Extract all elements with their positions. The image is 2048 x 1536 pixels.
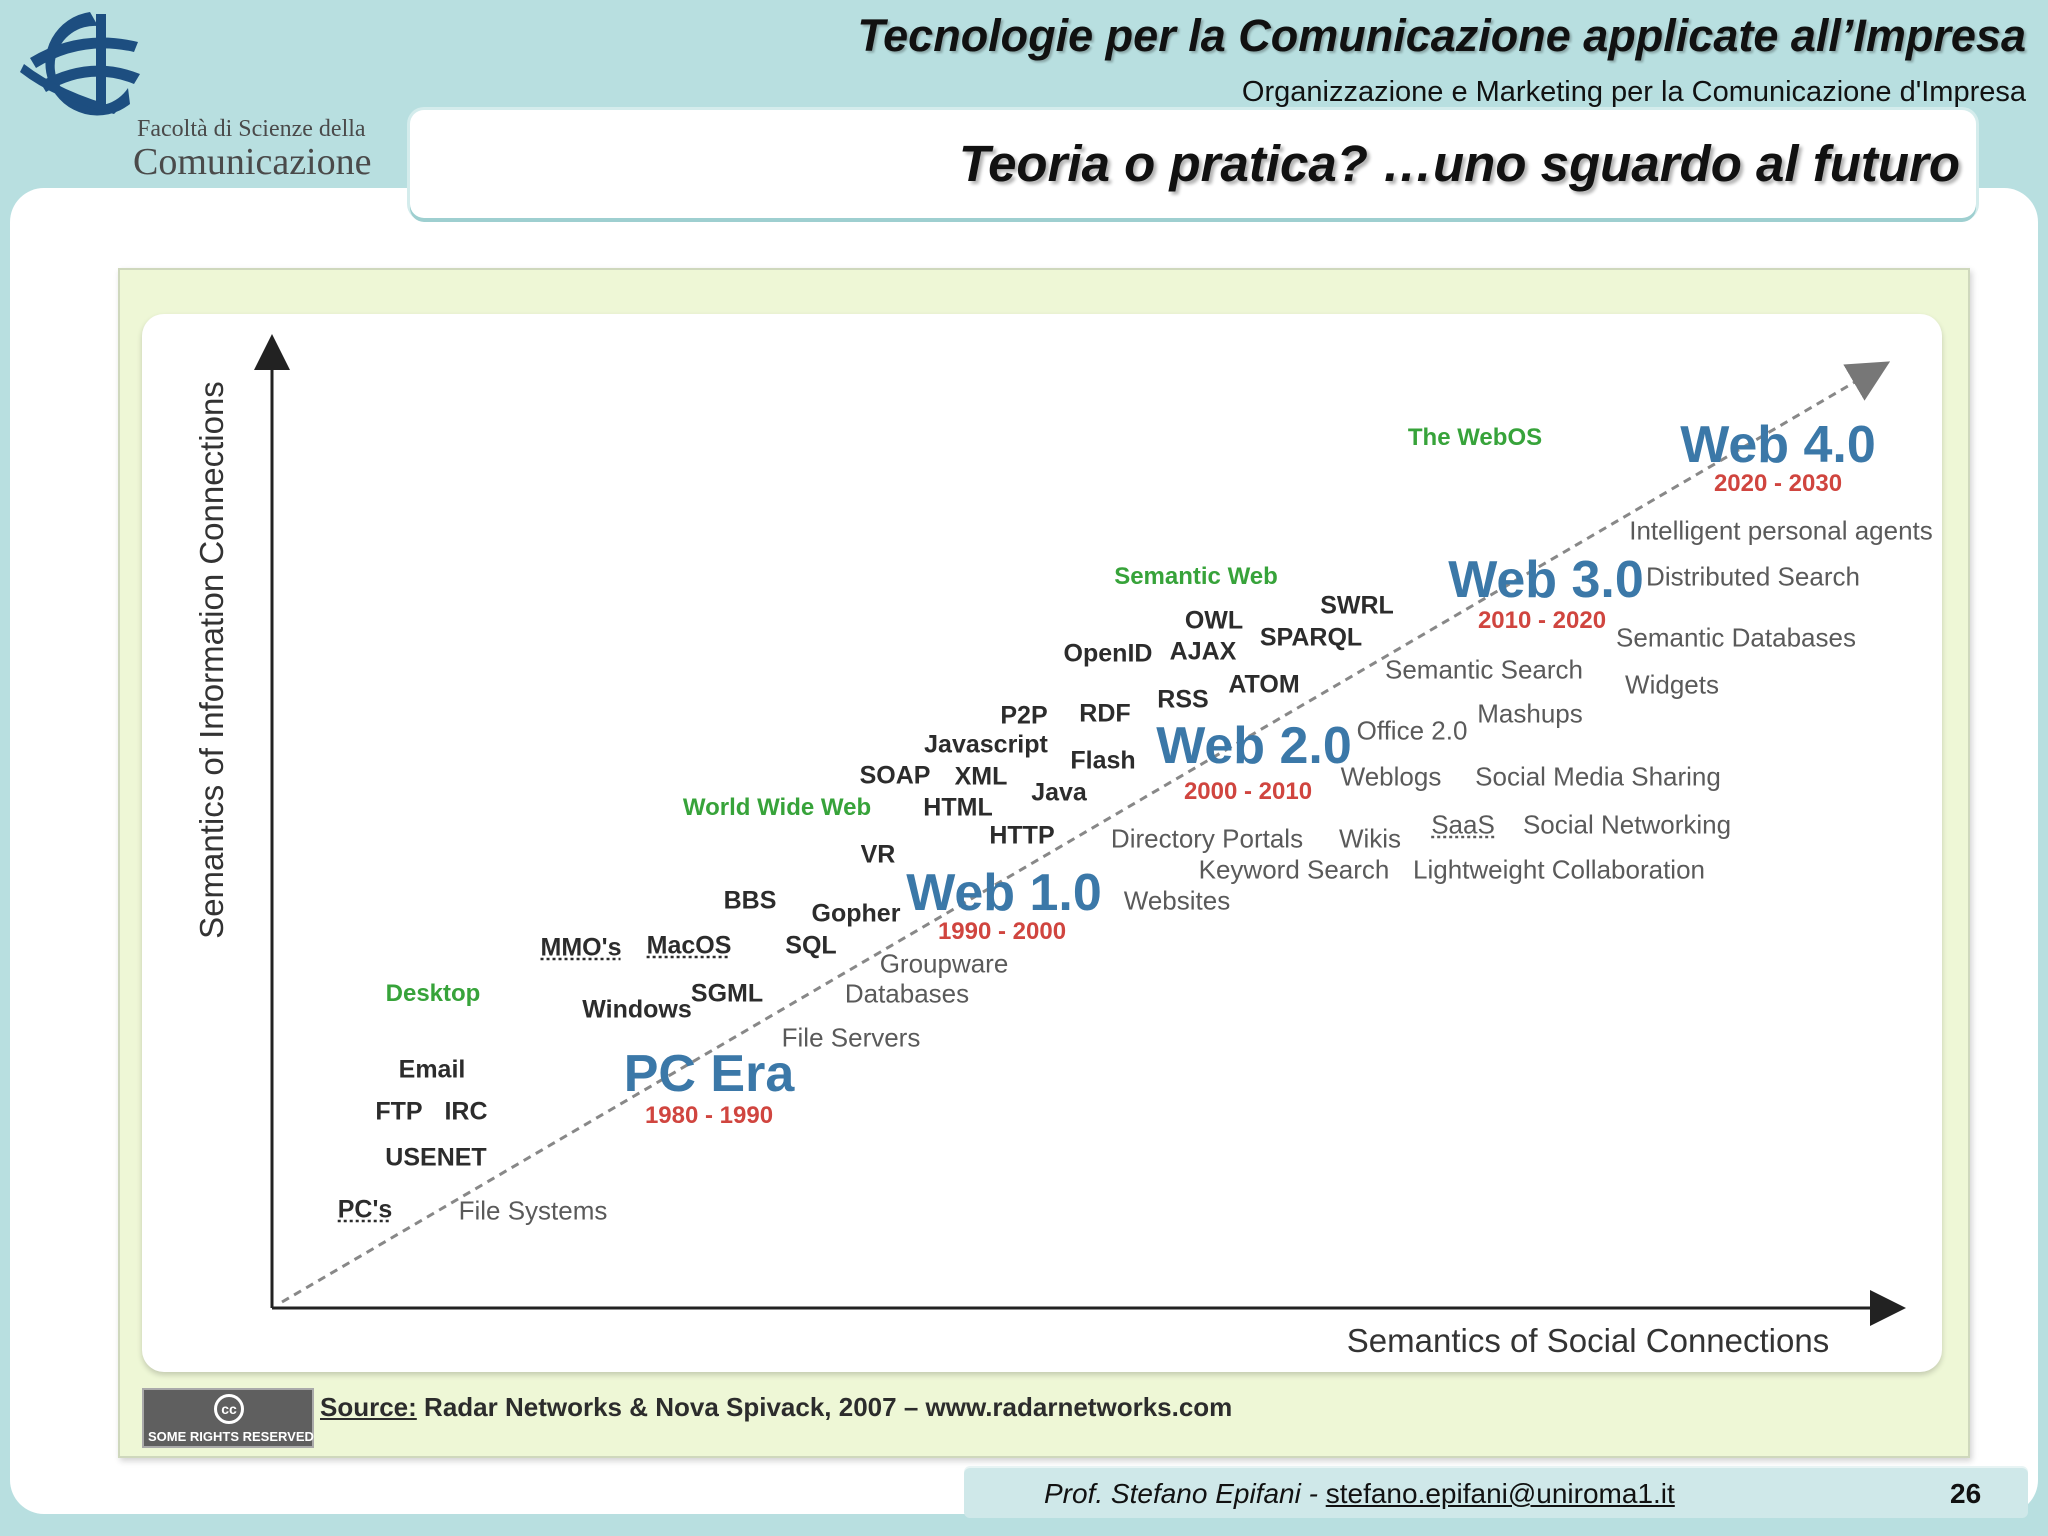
globe-logo-icon: [20, 12, 140, 116]
tech-label: RSS: [1157, 685, 1209, 714]
tech-label: PC's: [337, 1195, 393, 1224]
era-years: 2000 - 2010: [1183, 778, 1313, 805]
footer-author: Prof. Stefano Epifani - stefano.epifani@…: [1044, 1478, 1675, 1510]
y-axis-label: Semantics of Information Connections: [193, 381, 230, 939]
app-label: Databases: [844, 978, 970, 1009]
course-subtitle: Organizzazione e Marketing per la Comuni…: [1241, 76, 2026, 108]
cc-icon: cc: [214, 1394, 244, 1424]
era-years: 2020 - 2030: [1713, 470, 1843, 497]
tech-label: P2P: [1000, 701, 1048, 730]
app-label: Websites: [1123, 885, 1231, 916]
app-label: Groupware: [879, 948, 1009, 979]
era-category: The WebOS: [1407, 424, 1543, 451]
app-label: Weblogs: [1340, 761, 1442, 792]
tech-label: RDF: [1079, 699, 1131, 728]
tech-label: SWRL: [1320, 591, 1394, 620]
era-years: 2010 - 2020: [1477, 607, 1607, 634]
slide-title-box: [410, 110, 1976, 218]
app-label: Widgets: [1625, 669, 1719, 700]
tech-label: IRC: [444, 1097, 488, 1126]
era-years: 1990 - 2000: [937, 918, 1067, 945]
presentation-title: Tecnologie per la Comunicazione applicat…: [857, 10, 2026, 61]
tech-label: MMO's: [540, 933, 622, 962]
app-label: Intelligent personal agents: [1629, 515, 1933, 546]
tech-label: HTTP: [989, 821, 1055, 850]
creative-commons-badge: cc SOME RIGHTS RESERVED: [142, 1388, 314, 1448]
tech-label: USENET: [385, 1143, 487, 1172]
app-label: SaaS: [1431, 809, 1495, 840]
source-credit: Source: Radar Networks & Nova Spivack, 2…: [320, 1392, 1232, 1423]
tech-label: ATOM: [1228, 670, 1300, 699]
era-category: World Wide Web: [682, 794, 872, 821]
page-number: 26: [1950, 1478, 1982, 1509]
era-name: PC Era: [623, 1045, 795, 1103]
footer-bar: [964, 1468, 2028, 1518]
app-label: Wikis: [1338, 823, 1402, 854]
era-name: Web 4.0: [1680, 416, 1876, 474]
author-name: Prof. Stefano Epifani -: [1044, 1478, 1326, 1509]
tech-label: OpenID: [1063, 639, 1153, 668]
era-category: Desktop: [385, 980, 481, 1007]
tech-label: SGML: [690, 979, 764, 1008]
era-category: Semantic Web: [1114, 563, 1278, 590]
tech-label: Windows: [582, 995, 692, 1024]
diagram-canvas: [142, 314, 1942, 1372]
tech-label: Java: [1031, 778, 1087, 807]
x-axis-label: Semantics of Social Connections: [1346, 1322, 1830, 1359]
faculty-logo: [10, 8, 410, 188]
app-label: Distributed Search: [1646, 561, 1860, 592]
tech-label: SQL: [785, 931, 837, 960]
tech-label: XML: [954, 762, 1008, 791]
tech-label: SPARQL: [1259, 623, 1363, 652]
era-name: Web 3.0: [1448, 551, 1644, 609]
era-years: 1980 - 1990: [644, 1102, 774, 1129]
app-label: Office 2.0: [1356, 715, 1468, 746]
tech-label: FTP: [375, 1097, 423, 1126]
era-name: Web 2.0: [1156, 717, 1352, 775]
tech-label: VR: [860, 840, 896, 869]
tech-label: HTML: [923, 793, 993, 822]
faculty-name-line1: Facoltà di Scienze della: [137, 116, 366, 142]
tech-label: AJAX: [1169, 637, 1237, 666]
tech-label: BBS: [723, 886, 777, 915]
app-label: Semantic Databases: [1616, 622, 1856, 653]
source-key: Source:: [320, 1392, 417, 1422]
app-label: Keyword Search: [1198, 854, 1390, 885]
app-label: Semantic Search: [1385, 654, 1583, 685]
tech-label: OWL: [1184, 606, 1244, 635]
tech-label: Javascript: [924, 730, 1048, 759]
tech-label: Flash: [1070, 746, 1136, 775]
app-label: File Servers: [781, 1022, 921, 1053]
app-label: Social Networking: [1522, 809, 1732, 840]
cc-label: SOME RIGHTS RESERVED: [148, 1429, 314, 1444]
app-label: Directory Portals: [1110, 823, 1304, 854]
app-label: File Systems: [458, 1195, 608, 1226]
tech-label: SOAP: [859, 761, 931, 790]
tech-label: Gopher: [811, 899, 901, 928]
tech-label: MacOS: [646, 931, 732, 960]
app-label: Mashups: [1477, 698, 1583, 729]
author-email-link[interactable]: stefano.epifani@uniroma1.it: [1325, 1478, 1675, 1509]
app-label: Lightweight Collaboration: [1413, 854, 1705, 885]
faculty-name-line2: Comunicazione: [133, 141, 372, 183]
tech-label: Email: [398, 1055, 466, 1084]
source-text: Radar Networks & Nova Spivack, 2007 – ww…: [416, 1392, 1233, 1422]
slide-title: Teoria o pratica? …uno sguardo al futuro: [958, 135, 1960, 192]
app-label: Social Media Sharing: [1475, 761, 1721, 792]
era-name: Web 1.0: [906, 864, 1102, 922]
